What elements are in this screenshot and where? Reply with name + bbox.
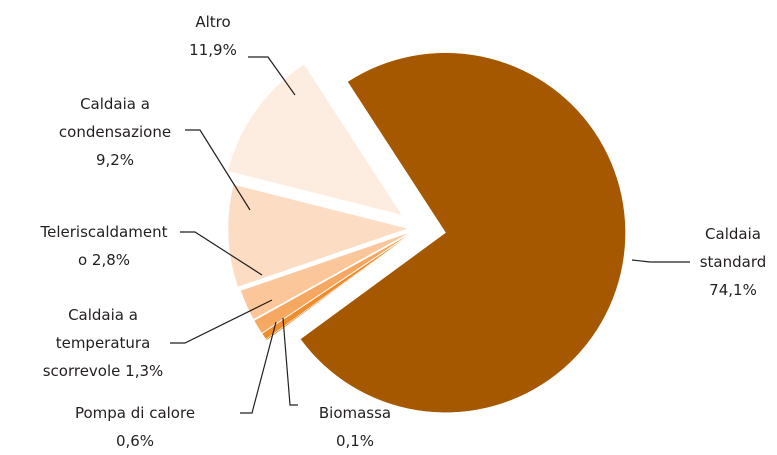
pie-slice — [240, 231, 411, 320]
value-label: 11,9% — [189, 41, 237, 59]
pie-slice — [227, 63, 403, 216]
value-label: 74,1% — [709, 281, 757, 299]
leader-line — [240, 321, 277, 414]
value-label: 1,3% — [125, 362, 164, 380]
category-label: Caldaia a temperatura scorrevole — [42, 306, 151, 380]
leader-line — [248, 56, 296, 96]
pie-slice — [253, 232, 412, 334]
value-label: 2,8% — [91, 251, 131, 269]
leader-line — [631, 259, 690, 263]
value-label: 0,1% — [335, 432, 375, 450]
leader-line — [282, 317, 298, 406]
slice-label: Caldaia standard 74,1% — [688, 220, 777, 304]
category-label: Pompa di calore — [74, 404, 196, 422]
leader-line — [170, 299, 273, 344]
slice-label: Pompa di calore 0,6% — [50, 399, 220, 455]
category-label: Caldaia standard — [699, 225, 767, 271]
pie-slice — [261, 233, 412, 340]
pie-slice — [300, 52, 626, 413]
category-label: Altro — [195, 13, 231, 31]
leader-lines — [170, 56, 690, 414]
category-label: Teleriscaldamento — [40, 223, 168, 269]
slice-label: Altro 11,9% — [172, 8, 254, 64]
category-label: Caldaia a condensazione — [58, 95, 172, 141]
value-label: 0,6% — [115, 432, 155, 450]
value-label: 9,2% — [95, 151, 135, 169]
slice-label: Teleriscaldamento 2,8% — [36, 218, 172, 274]
category-label: Biomassa — [318, 404, 392, 422]
pie-slice — [227, 184, 409, 288]
slice-label: Caldaia a temperatura scorrevole 1,3% — [28, 301, 178, 385]
slice-label: Caldaia a condensazione 9,2% — [45, 90, 185, 174]
slice-label: Biomassa 0,1% — [300, 399, 410, 455]
leader-line — [180, 231, 263, 276]
slices — [227, 52, 626, 413]
leader-line — [185, 129, 251, 211]
